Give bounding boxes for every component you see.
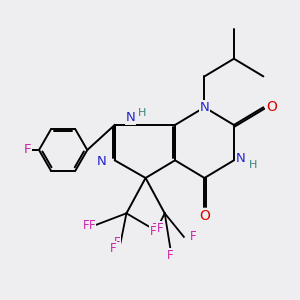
Text: F: F — [150, 225, 156, 238]
Text: N: N — [97, 155, 106, 168]
Text: H: H — [249, 160, 258, 170]
Text: O: O — [266, 100, 277, 114]
Text: F: F — [190, 230, 197, 243]
Text: O: O — [199, 209, 210, 223]
Text: N: N — [200, 101, 209, 114]
Text: N: N — [236, 152, 245, 165]
Text: F: F — [114, 236, 121, 249]
Text: F: F — [82, 219, 89, 232]
Text: F: F — [152, 221, 158, 235]
Text: H: H — [138, 108, 146, 118]
Text: F: F — [24, 143, 32, 157]
Text: N: N — [126, 111, 136, 124]
Text: F: F — [110, 242, 116, 254]
Text: F: F — [89, 219, 95, 232]
Text: F: F — [167, 249, 174, 262]
Text: F: F — [157, 221, 164, 235]
